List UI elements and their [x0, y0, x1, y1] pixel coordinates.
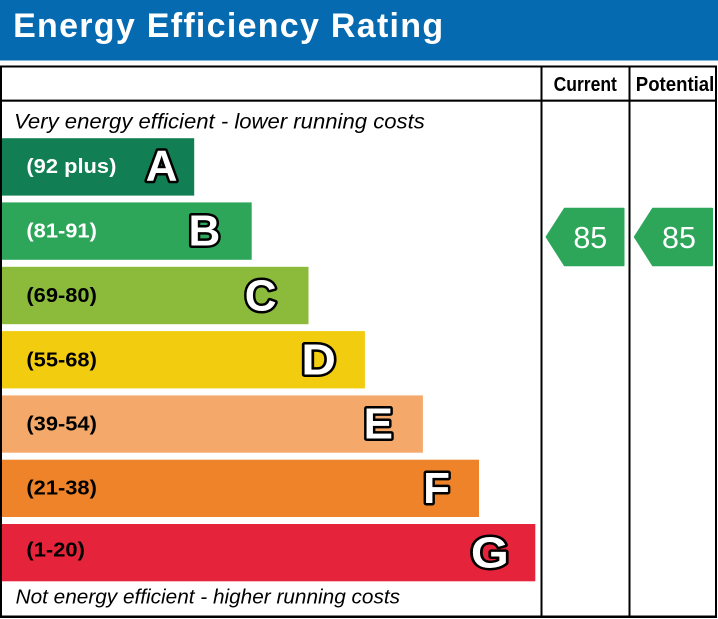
- svg-text:Current: Current: [554, 74, 618, 96]
- svg-text:A: A: [146, 141, 178, 190]
- svg-text:(39-54): (39-54): [26, 414, 97, 436]
- svg-text:(69-80): (69-80): [26, 285, 97, 307]
- svg-text:(92 plus): (92 plus): [26, 156, 116, 178]
- svg-text:F: F: [423, 464, 450, 513]
- svg-text:Energy Efficiency Rating: Energy Efficiency Rating: [13, 7, 443, 45]
- svg-text:D: D: [301, 336, 336, 385]
- svg-text:(21-38): (21-38): [26, 477, 97, 499]
- svg-text:Potential: Potential: [636, 74, 715, 96]
- svg-text:B: B: [189, 207, 221, 256]
- svg-text:(55-68): (55-68): [26, 349, 97, 371]
- svg-text:E: E: [364, 400, 393, 449]
- svg-text:85: 85: [573, 221, 607, 255]
- svg-text:Not energy efficient - higher: Not energy efficient - higher running co…: [16, 587, 400, 609]
- svg-text:C: C: [245, 271, 277, 320]
- svg-text:G: G: [471, 528, 509, 577]
- svg-text:85: 85: [662, 221, 696, 255]
- svg-text:(81-91): (81-91): [26, 220, 97, 242]
- svg-text:Very energy efficient - lower: Very energy efficient - lower running co…: [14, 109, 425, 133]
- svg-text:(1-20): (1-20): [26, 540, 85, 562]
